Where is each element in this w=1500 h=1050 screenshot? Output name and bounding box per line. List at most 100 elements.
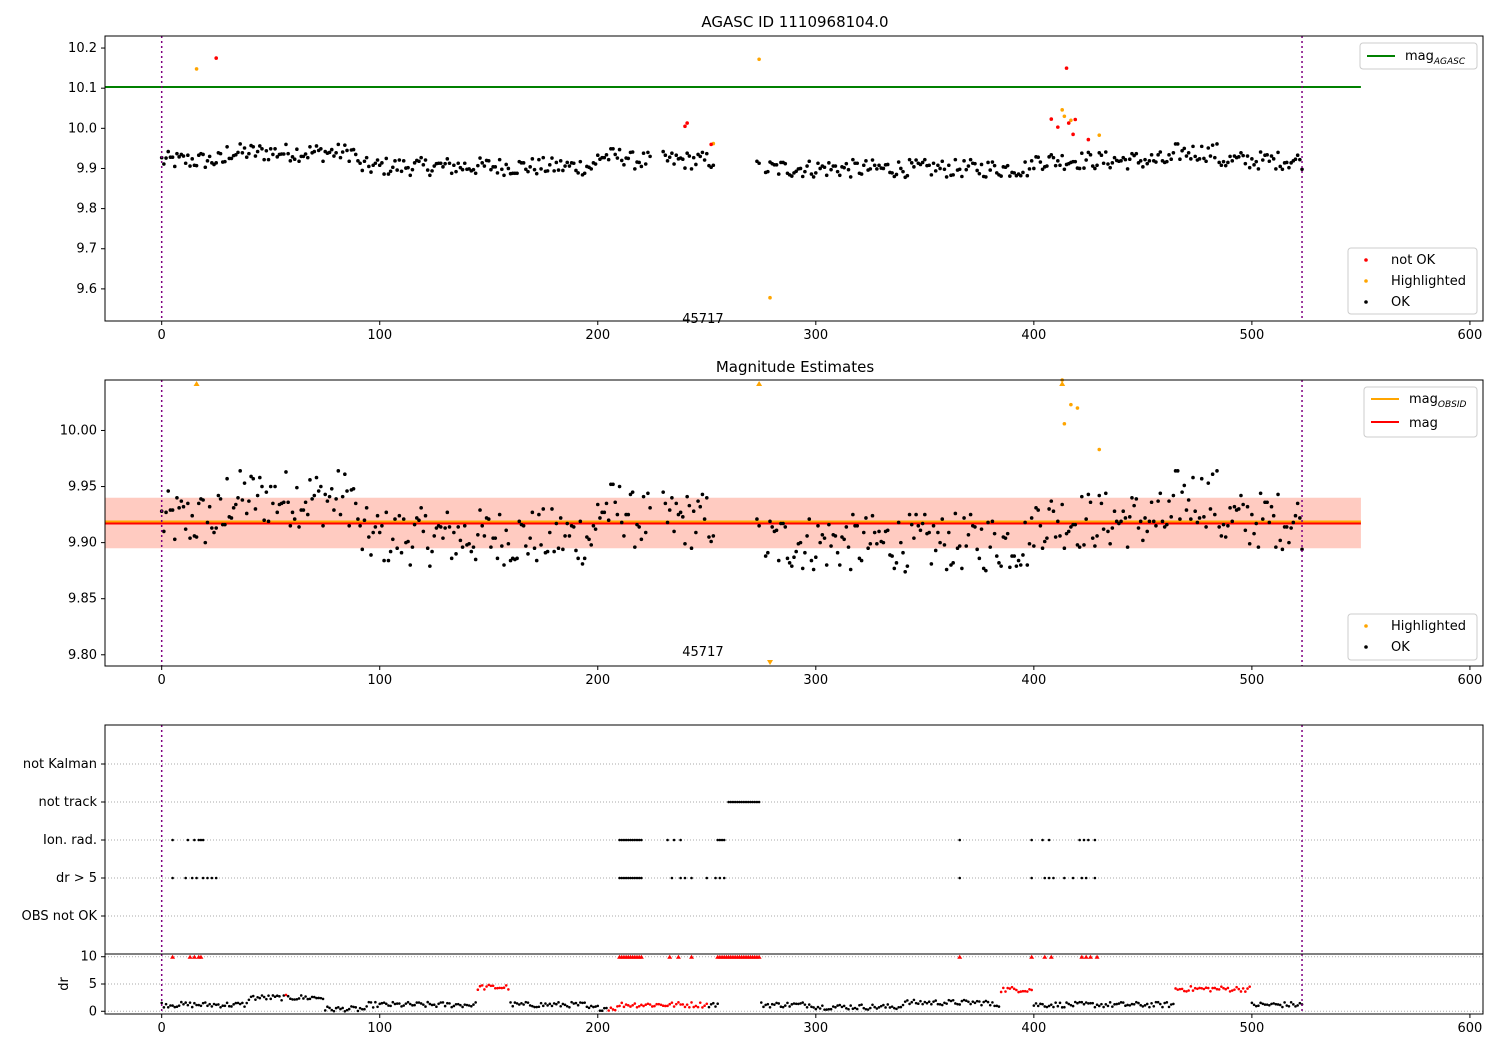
data-point (1169, 515, 1174, 519)
dr-point (393, 1002, 397, 1006)
data-point (1127, 515, 1132, 519)
dr-point (1283, 1001, 1286, 1004)
data-point (175, 151, 179, 156)
dr-point (943, 1001, 946, 1005)
data-point (966, 164, 971, 168)
data-point (794, 549, 798, 554)
flag-point (640, 876, 643, 880)
dr-point (919, 999, 922, 1003)
flag-point (190, 876, 194, 880)
data-point (343, 143, 347, 147)
data-point (1199, 144, 1204, 149)
flag-point (171, 838, 174, 842)
data-point (905, 173, 910, 178)
dr-point (278, 995, 281, 998)
dr-point (367, 1000, 371, 1004)
data-point (870, 158, 875, 162)
data-point (829, 167, 833, 172)
dr-point (803, 1003, 807, 1006)
data-point (646, 150, 650, 155)
dr-clipped-marker (667, 954, 673, 959)
flag-point (1043, 876, 1047, 880)
data-point (1254, 159, 1259, 164)
highlighted-point (1097, 447, 1102, 452)
dr-point (201, 1001, 205, 1005)
data-point (1265, 153, 1269, 157)
data-point (977, 556, 982, 561)
data-point (1023, 520, 1027, 525)
data-point (301, 154, 306, 159)
data-point (449, 171, 454, 176)
data-point (388, 169, 393, 174)
dr-point (1076, 1001, 1079, 1005)
data-point (1241, 153, 1245, 158)
dr-point (1056, 1004, 1060, 1008)
data-point (875, 167, 879, 171)
data-point (537, 157, 541, 162)
dr-point (1185, 990, 1188, 993)
data-point (589, 167, 594, 171)
data-point (593, 162, 598, 166)
dr-point (400, 1005, 403, 1008)
data-point (968, 512, 973, 517)
data-point (1167, 499, 1171, 503)
data-point (890, 554, 894, 558)
data-point (1260, 517, 1265, 521)
data-point (1082, 166, 1086, 170)
dr-point (188, 1001, 192, 1004)
data-point (295, 485, 299, 490)
data-point (410, 545, 415, 549)
data-point (1295, 153, 1300, 158)
dr-point (947, 998, 951, 1002)
legend-marker (1364, 645, 1368, 649)
flag-point (171, 876, 174, 880)
data-point (329, 486, 334, 491)
data-point (1025, 173, 1030, 178)
data-point (667, 508, 672, 512)
data-point (571, 161, 576, 166)
data-point (1239, 493, 1243, 498)
flag-point (624, 876, 628, 880)
data-point (576, 171, 580, 175)
dr-point (823, 1008, 826, 1011)
data-point (308, 144, 312, 149)
data-point (1223, 163, 1228, 168)
dr-point (1106, 1004, 1110, 1008)
dr-point (286, 994, 290, 998)
flag-point (626, 876, 630, 880)
dr-point (1004, 990, 1007, 993)
data-point (476, 532, 480, 537)
data-point (598, 516, 602, 520)
data-point (414, 516, 419, 520)
data-point (190, 157, 195, 161)
dr-point (1030, 988, 1033, 992)
dr-point (855, 1007, 859, 1011)
data-point (260, 146, 264, 151)
data-point (201, 152, 205, 157)
data-point (1123, 516, 1128, 520)
dr-point (1067, 1002, 1071, 1006)
dr-point (988, 1003, 992, 1007)
data-point (837, 563, 842, 567)
dr-point (973, 1001, 977, 1005)
data-point (694, 162, 698, 167)
data-point (907, 157, 912, 162)
data-point (947, 163, 951, 168)
data-point (1162, 525, 1167, 529)
dr-point (212, 1002, 216, 1006)
data-point (811, 175, 816, 179)
data-point (310, 497, 314, 501)
data-point (1073, 117, 1078, 122)
data-point (332, 508, 336, 512)
flag-point (722, 876, 726, 880)
data-point (1180, 490, 1184, 494)
data-point (1169, 157, 1174, 162)
data-point (770, 525, 774, 529)
data-point (933, 548, 938, 553)
data-point (931, 161, 936, 166)
dr-point (908, 1002, 911, 1006)
data-point (866, 546, 870, 551)
dr-point (1069, 1003, 1073, 1007)
dr-point (792, 1002, 796, 1005)
